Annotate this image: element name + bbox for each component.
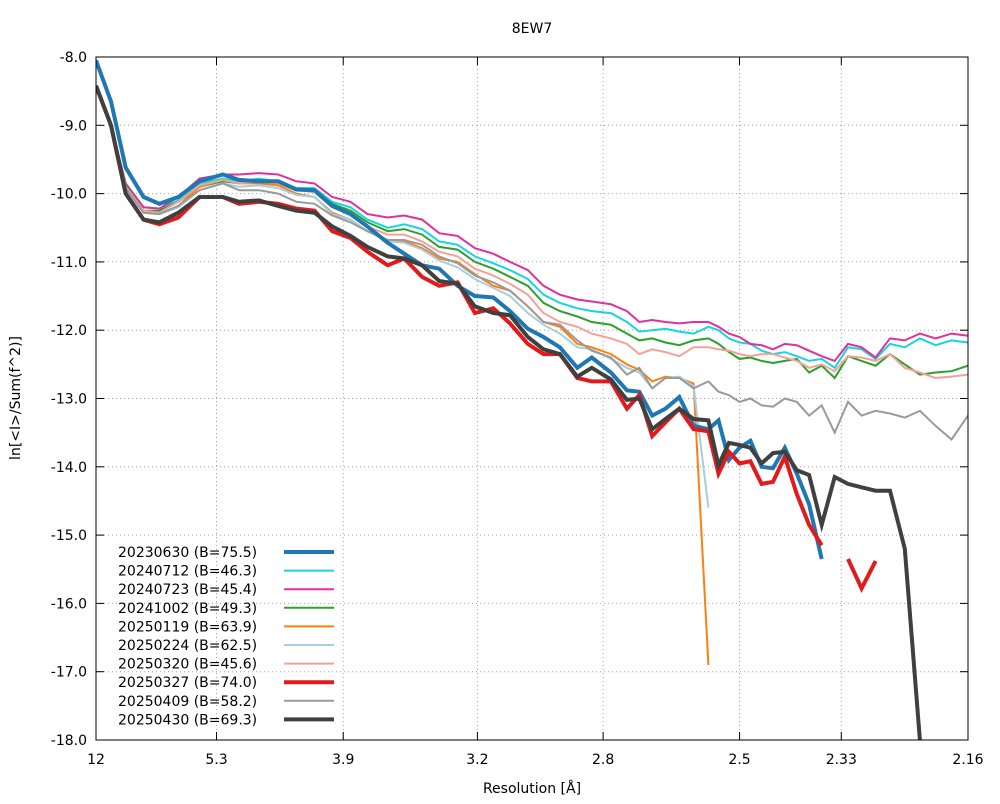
y-tick-label: -9.0 xyxy=(60,118,87,134)
legend-label: 20241002 (B=49.3) xyxy=(118,601,257,617)
y-tick-label: -15.0 xyxy=(51,528,87,544)
y-tick-label: -18.0 xyxy=(51,733,87,749)
x-tick-label: 5.3 xyxy=(205,752,227,768)
x-tick-label: 12 xyxy=(87,752,105,768)
x-tick-label: 3.2 xyxy=(466,752,488,768)
legend-label: 20250327 (B=74.0) xyxy=(118,675,257,691)
series-lines xyxy=(96,59,968,740)
legend-label: 20230630 (B=75.5) xyxy=(118,545,257,561)
ticks: -8.0 -9.0 -10.0 -11.0 -12.0 -13.0 -14.0 -15.0 -1… xyxy=(51,50,984,768)
legend-label: 20250430 (B=69.3) xyxy=(118,712,257,728)
y-tick-label: -14.0 xyxy=(51,460,87,476)
y-tick-label: -13.0 xyxy=(51,392,87,408)
legend-label: 20250224 (B=62.5) xyxy=(118,638,257,654)
y-axis-label: ln[<I>/Sum(f^2)] xyxy=(8,336,24,460)
legend: 20230630 (B=75.5) 20240712 (B=46.3) 202407… xyxy=(118,545,334,728)
chart-title: 8EW7 xyxy=(512,21,553,37)
y-tick-label: -10.0 xyxy=(51,187,87,203)
y-tick-label: -11.0 xyxy=(51,255,87,271)
y-tick-label: -12.0 xyxy=(51,323,87,339)
y-tick-label: -16.0 xyxy=(51,596,87,612)
series-line xyxy=(96,87,968,363)
y-tick-label: -8.0 xyxy=(60,50,87,66)
legend-label: 20250119 (B=63.9) xyxy=(118,619,257,635)
x-tick-label: 3.9 xyxy=(332,752,354,768)
legend-label: 20240712 (B=46.3) xyxy=(118,564,257,580)
legend-label: 20250320 (B=45.6) xyxy=(118,657,257,673)
legend-label: 20240723 (B=45.4) xyxy=(118,582,257,598)
y-tick-label: -17.0 xyxy=(51,665,87,681)
x-tick-label: 2.5 xyxy=(728,752,750,768)
x-tick-label: 2.8 xyxy=(592,752,614,768)
x-axis-label: Resolution [Å] xyxy=(483,780,581,797)
legend-label: 20250409 (B=58.2) xyxy=(118,694,257,710)
series-line xyxy=(96,84,922,740)
x-tick-label: 2.33 xyxy=(826,752,857,768)
series-line xyxy=(96,87,710,665)
x-tick-label: 2.16 xyxy=(952,752,983,768)
series-line xyxy=(96,87,968,441)
